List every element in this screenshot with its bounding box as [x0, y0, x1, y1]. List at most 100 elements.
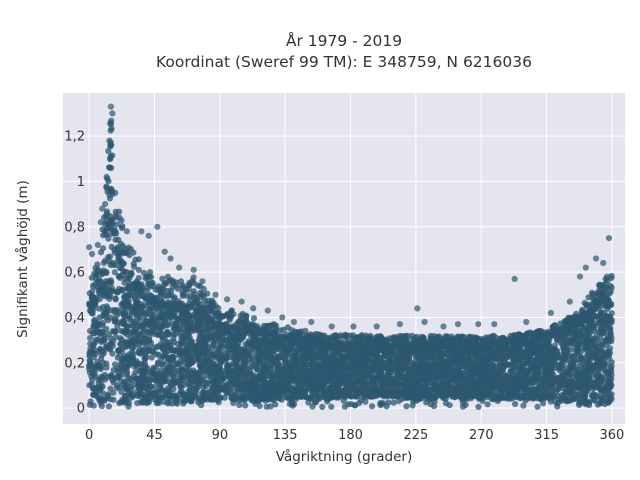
data-point: [90, 391, 97, 398]
data-point: [103, 364, 110, 371]
data-point: [117, 274, 124, 281]
data-point: [228, 394, 235, 401]
data-point: [107, 385, 114, 392]
data-point: [156, 372, 163, 379]
data-point: [115, 319, 122, 326]
data-point: [485, 385, 492, 392]
data-point: [477, 381, 484, 388]
data-point: [579, 369, 586, 376]
data-point: [115, 348, 122, 355]
data-point: [500, 385, 507, 393]
data-point: [238, 374, 245, 382]
data-point: [141, 311, 148, 318]
data-point: [170, 372, 177, 379]
data-point: [458, 385, 465, 392]
data-point: [437, 368, 445, 375]
data-point: [349, 385, 356, 392]
data-point: [141, 356, 148, 363]
data-point: [597, 364, 605, 371]
data-point: [378, 363, 385, 371]
data-point: [132, 311, 139, 318]
data-point: [107, 335, 114, 342]
data-point: [509, 371, 516, 378]
data-point: [192, 373, 199, 380]
data-point: [188, 352, 195, 360]
data-point: [471, 377, 478, 385]
chart-title-line2: Koordinat (Sweref 99 TM): E 348759, N 62…: [156, 53, 532, 71]
data-point: [126, 375, 134, 382]
data-point: [111, 269, 118, 276]
data-point: [111, 361, 119, 368]
data-point: [350, 379, 357, 386]
data-point: [148, 383, 155, 391]
data-point: [90, 341, 97, 348]
data-point: [121, 378, 128, 386]
data-point: [106, 279, 113, 286]
data-point: [174, 361, 181, 368]
data-point: [434, 353, 441, 360]
data-point: [95, 336, 102, 343]
data-point: [244, 383, 251, 390]
data-point: [86, 353, 93, 360]
data-point: [596, 319, 603, 326]
data-point: [588, 350, 595, 357]
data-point: [180, 382, 187, 389]
data-point: [477, 370, 484, 377]
data-point: [155, 331, 163, 339]
data-point: [602, 329, 609, 336]
data-point: [565, 337, 572, 344]
data-point: [404, 384, 412, 391]
data-point: [355, 385, 362, 392]
data-point: [153, 344, 161, 351]
data-point: [270, 389, 278, 396]
data-point: [277, 381, 284, 388]
data-point: [120, 328, 127, 335]
data-point: [335, 383, 342, 390]
data-point: [148, 311, 155, 318]
data-point: [164, 322, 172, 329]
data-point: [434, 376, 441, 383]
data-point: [189, 378, 196, 385]
data-point: [329, 352, 336, 359]
data-point: [359, 355, 366, 362]
data-point: [106, 258, 113, 265]
data-point: [140, 326, 147, 333]
data-point: [116, 384, 123, 391]
data-point: [114, 373, 121, 380]
data-point: [102, 376, 109, 383]
data-point: [394, 375, 401, 382]
data-point: [234, 385, 241, 392]
data-point: [101, 371, 108, 378]
data-point: [138, 301, 145, 308]
data-point: [554, 386, 562, 393]
data-point: [118, 388, 125, 395]
data-point: [430, 366, 437, 373]
data-point: [340, 370, 347, 377]
data-point: [203, 362, 211, 369]
data-point: [466, 358, 473, 365]
data-point: [547, 353, 554, 360]
data-point: [112, 333, 119, 341]
data-point: [594, 347, 601, 354]
data-point: [191, 314, 198, 321]
data-point: [126, 384, 133, 391]
data-point: [220, 386, 227, 393]
data-point: [170, 335, 177, 342]
data-point: [602, 342, 609, 349]
data-point: [103, 269, 110, 277]
data-point: [364, 367, 371, 374]
data-point: [522, 378, 529, 385]
data-point: [96, 314, 103, 321]
data-point: [100, 390, 107, 397]
data-point: [222, 369, 229, 376]
data-point: [583, 359, 590, 366]
data-point: [87, 308, 94, 315]
scatter-points: [86, 103, 615, 410]
data-point: [126, 391, 133, 399]
data-point: [166, 387, 173, 394]
data-point: [608, 363, 615, 370]
data-point: [242, 341, 249, 348]
data-point: [546, 375, 553, 382]
data-point: [129, 349, 136, 356]
